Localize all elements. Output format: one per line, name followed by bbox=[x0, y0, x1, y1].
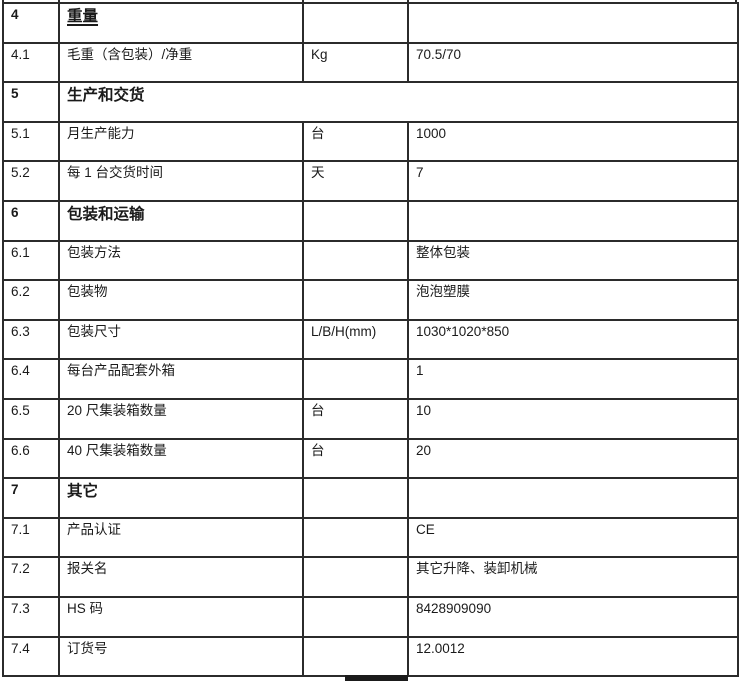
label-cell: 包装方法 bbox=[58, 239, 304, 282]
table-row: 6.3 包装尺寸 L/B/H(mm) 1030*1020*850 bbox=[2, 318, 739, 361]
value-cell: 其它升降、装卸机械 bbox=[407, 556, 739, 598]
label-cell: 包装物 bbox=[58, 279, 304, 321]
row-number-cell: 6.1 bbox=[2, 239, 60, 282]
value-cell: 20 bbox=[407, 437, 739, 480]
unit-cell bbox=[302, 556, 409, 598]
table-row: 7.2 报关名 其它升降、装卸机械 bbox=[2, 556, 739, 598]
unit-cell bbox=[302, 239, 409, 282]
value-cell: 10 bbox=[407, 397, 739, 440]
value-cell: 1 bbox=[407, 358, 739, 400]
unit-cell: 台 bbox=[302, 437, 409, 480]
label-cell: HS 码 bbox=[58, 595, 304, 638]
cropped-black-bar bbox=[345, 675, 408, 681]
section-title-cell: 其它 bbox=[58, 477, 304, 519]
row-number-cell: 6.2 bbox=[2, 279, 60, 321]
row-number-cell: 6 bbox=[2, 199, 60, 242]
unit-cell: 台 bbox=[302, 397, 409, 440]
unit-cell: Kg bbox=[302, 41, 409, 84]
row-number-cell: 7 bbox=[2, 477, 60, 519]
value-cell: 12.0012 bbox=[407, 635, 739, 678]
value-cell: 1000 bbox=[407, 120, 739, 163]
section-row: 7 其它 bbox=[2, 477, 739, 519]
table-gridline-stub bbox=[2, 0, 4, 4]
table-gridline-stub bbox=[302, 0, 304, 4]
row-number-cell: 4 bbox=[2, 2, 60, 44]
unit-cell bbox=[302, 2, 409, 44]
label-cell: 包装尺寸 bbox=[58, 318, 304, 361]
unit-cell bbox=[302, 635, 409, 678]
row-number-cell: 6.5 bbox=[2, 397, 60, 440]
row-number-cell: 7.4 bbox=[2, 635, 60, 678]
table-row: 6.2 包装物 泡泡塑膜 bbox=[2, 279, 739, 321]
table-row: 7.4 订货号 12.0012 bbox=[2, 635, 739, 678]
label-cell: 报关名 bbox=[58, 556, 304, 598]
section-row: 6 包装和运输 bbox=[2, 199, 739, 242]
label-cell: 每 1 台交货时间 bbox=[58, 160, 304, 202]
row-number-cell: 7.3 bbox=[2, 595, 60, 638]
row-number-cell: 5.1 bbox=[2, 120, 60, 163]
unit-cell bbox=[302, 358, 409, 400]
label-cell: 20 尺集装箱数量 bbox=[58, 397, 304, 440]
table-row: 6.1 包装方法 整体包装 bbox=[2, 239, 739, 282]
row-number-cell: 7.2 bbox=[2, 556, 60, 598]
table-row: 5.1 月生产能力台 1000 bbox=[2, 120, 739, 163]
value-cell: 70.5/70 bbox=[407, 41, 739, 84]
label-cell: 毛重（含包装）/净重 bbox=[58, 41, 304, 84]
unit-cell bbox=[302, 279, 409, 321]
row-number-cell: 5 bbox=[2, 81, 60, 123]
table-row: 6.6 40 尺集装箱数量台 20 bbox=[2, 437, 739, 480]
table-gridline-stub bbox=[407, 0, 409, 4]
row-number-cell: 4.1 bbox=[2, 41, 60, 84]
label-cell: 40 尺集装箱数量 bbox=[58, 437, 304, 480]
value-cell: 泡泡塑膜 bbox=[407, 279, 739, 321]
row-number-cell: 5.2 bbox=[2, 160, 60, 202]
label-cell: 月生产能力 bbox=[58, 120, 304, 163]
section-title-cell: 生产和交货 bbox=[58, 81, 739, 123]
table-row: 5.2 每 1 台交货时间天 7 bbox=[2, 160, 739, 202]
row-number-cell: 6.4 bbox=[2, 358, 60, 400]
value-cell bbox=[407, 199, 739, 242]
section-title-cell: 重量 bbox=[58, 2, 304, 44]
section-row: 5 生产和交货 bbox=[2, 81, 739, 123]
section-row: 4 重量 bbox=[2, 2, 739, 44]
table-row: 7.1 产品认证 CE bbox=[2, 516, 739, 559]
label-cell: 订货号 bbox=[58, 635, 304, 678]
row-number-cell: 6.6 bbox=[2, 437, 60, 480]
label-cell: 每台产品配套外箱 bbox=[58, 358, 304, 400]
unit-cell bbox=[302, 199, 409, 242]
row-number-cell: 6.3 bbox=[2, 318, 60, 361]
unit-cell bbox=[302, 477, 409, 519]
table-row: 6.4 每台产品配套外箱 1 bbox=[2, 358, 739, 400]
table-gridline-stub bbox=[58, 0, 60, 4]
value-cell: 7 bbox=[407, 160, 739, 202]
value-cell bbox=[407, 2, 739, 44]
unit-cell: L/B/H(mm) bbox=[302, 318, 409, 361]
value-cell: 1030*1020*850 bbox=[407, 318, 739, 361]
value-cell bbox=[407, 477, 739, 519]
unit-cell bbox=[302, 516, 409, 559]
table-gridline-stub bbox=[735, 0, 737, 4]
table-row: 7.3 HS 码 8428909090 bbox=[2, 595, 739, 638]
unit-cell bbox=[302, 595, 409, 638]
value-cell: 整体包装 bbox=[407, 239, 739, 282]
value-cell: CE bbox=[407, 516, 739, 559]
unit-cell: 天 bbox=[302, 160, 409, 202]
unit-cell: 台 bbox=[302, 120, 409, 163]
table-row: 4.1 毛重（含包装）/净重 Kg 70.5/70 bbox=[2, 41, 739, 84]
section-title-cell: 包装和运输 bbox=[58, 199, 304, 242]
value-cell: 8428909090 bbox=[407, 595, 739, 638]
label-cell: 产品认证 bbox=[58, 516, 304, 559]
table-row: 6.5 20 尺集装箱数量台 10 bbox=[2, 397, 739, 440]
row-number-cell: 7.1 bbox=[2, 516, 60, 559]
